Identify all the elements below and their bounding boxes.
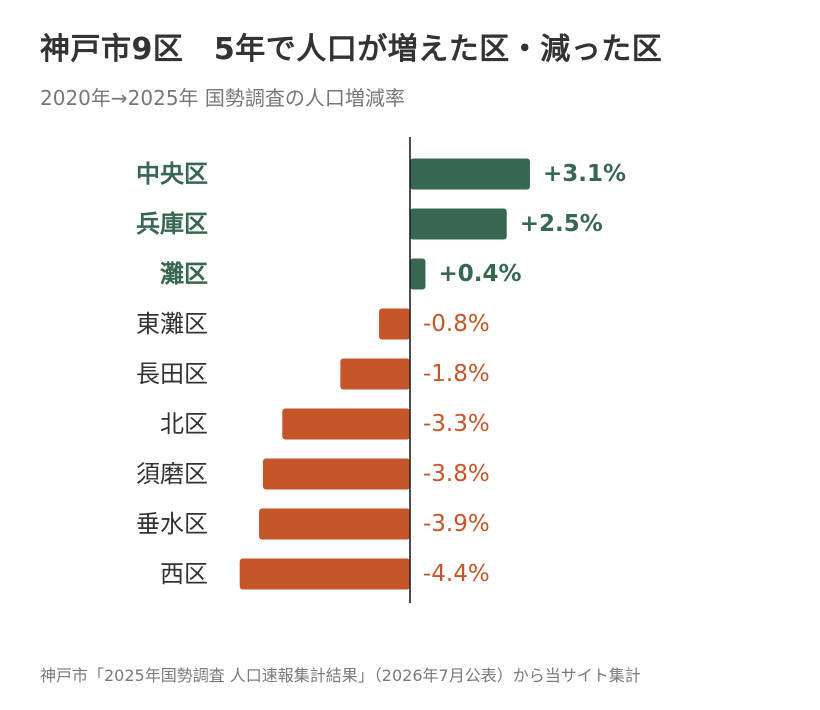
category-label: 垂水区 [136, 510, 208, 538]
category-label: 東灘区 [136, 310, 208, 338]
bar-decrease [239, 558, 410, 590]
value-label: +0.4% [438, 261, 521, 287]
value-label: +2.5% [520, 211, 603, 237]
value-label: -4.4% [423, 561, 490, 587]
chart-title: 神戸市9区 5年で人口が増えた区・減った区 [40, 32, 663, 67]
bar-increase [410, 258, 426, 290]
value-label: -3.8% [423, 461, 490, 487]
bars-layer: 中央区 +3.1% 兵庫区 +2.5% 灘区 +0.4% 東灘区 -0.8% 長田区 -1.8% 北… [136, 158, 626, 590]
bar-increase [410, 208, 507, 240]
bar-decrease [340, 358, 410, 390]
bar-chart: 中央区 +3.1% 兵庫区 +2.5% 灘区 +0.4% 東灘区 -0.8% 長田区 -1.8% 北… [136, 137, 626, 603]
bar-increase [410, 158, 530, 190]
bar-decrease [259, 508, 410, 540]
value-label: -3.3% [423, 411, 490, 437]
bar-decrease [282, 408, 410, 440]
category-label: 長田区 [136, 360, 208, 388]
category-label: 灘区 [160, 260, 208, 288]
value-label: -0.8% [423, 311, 490, 337]
chart-subtitle: 2020年→2025年 国勢調査の人口増減率 [40, 86, 405, 110]
category-label: 西区 [160, 560, 208, 588]
bar-decrease [379, 308, 410, 340]
value-label: +3.1% [543, 161, 626, 187]
value-label: -1.8% [423, 361, 490, 387]
category-label: 須磨区 [136, 460, 208, 488]
value-label: -3.9% [423, 511, 490, 537]
category-label: 兵庫区 [136, 210, 208, 238]
category-label: 中央区 [136, 160, 208, 188]
category-label: 北区 [160, 410, 208, 438]
bar-decrease [262, 458, 410, 490]
source-note: 神戸市「2025年国勢調査 人口速報集計結果」（2026年7月公表）から当サイト… [40, 666, 641, 685]
